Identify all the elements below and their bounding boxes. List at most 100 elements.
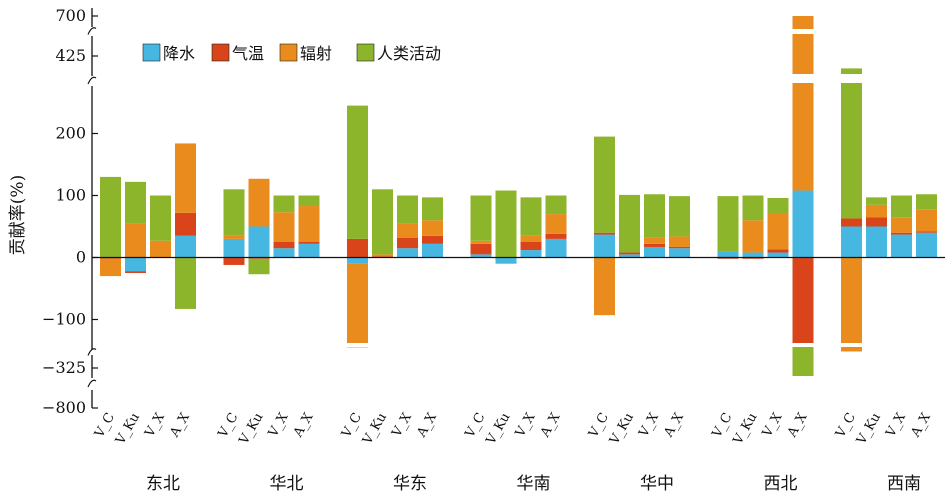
bar-segment-华中-V_C-辐射 [594,257,615,316]
x-category-label: A_X [537,410,563,441]
x-category-label: A_X [167,410,193,441]
x-category-label: V_X [636,410,662,441]
bar-segment-西南-V_C-气温 [841,218,862,227]
bar-segment-华北-V_X-辐射 [273,212,295,242]
bar-segment-东北-V_X-辐射 [150,240,171,258]
bar-segment-华中-A_X-人类活动 [669,196,690,237]
legend-label: 气温 [232,44,264,63]
legend-swatch [211,43,230,62]
x-category-label: V_Ku [730,411,760,449]
bar-segment-东北-V_Ku-辐射 [125,223,146,258]
bar-segment-西南-V_C-降水 [841,226,862,258]
bar-segment-东北-V_C-辐射 [100,258,121,277]
bar-segment-东北-V_C-人类活动 [100,176,121,258]
bar-segment-西南-V_Ku-辐射 [866,204,887,218]
bar-segment-西北-V_C-人类活动 [717,196,739,252]
bar-segment-西南-A_X-气温 [916,231,937,233]
bar-segment-西北-V_X-降水 [767,252,789,258]
bar-segment-东北-V_C-气温 [100,257,121,259]
bar-segment-西南-V_X-降水 [891,234,912,258]
bar-segment-西北-V_Ku-气温 [742,257,764,259]
bar-segment-东北-A_X-人类活动 [175,257,196,309]
x-group-label: 华南 [517,474,551,494]
bar-segment-东北-A_X-降水 [175,235,196,258]
bar-segment-西北-V_Ku-降水 [742,252,764,258]
break-gap-0 [93,29,946,34]
axis-break-mark-2 [87,348,97,356]
x-category-label: V_X [265,410,291,441]
legend-swatch [356,43,375,62]
bar-segment-华南-V_C-辐射 [470,240,492,244]
bar-segment-华东-V_C-人类活动 [347,105,368,239]
bar-segment-西北-A_X-辐射 [792,16,814,191]
break-gaps [93,29,946,387]
y-tick-label: −325 [42,358,86,377]
bar-segment-华南-V_X-气温 [520,242,542,251]
bar-segment-西北-V_C-气温 [717,257,739,259]
legend: 降水 气温 辐射 人类活动 [142,43,441,63]
bar-segment-华北-V_X-人类活动 [273,195,295,213]
y-tick-label: 200 [55,124,86,143]
bar-segment-华东-V_C-降水 [347,257,368,264]
bar-segment-西北-A_X-气温 [792,257,814,345]
y-tick-label: 425 [55,46,86,65]
bar-segment-西北-A_X-人类活动 [792,344,814,376]
x-category-label: A_X [908,410,934,441]
bar-segment-华中-V_X-气温 [644,243,665,247]
y-tick-label: −800 [42,398,86,417]
x-category-label: V_Ku [483,411,513,449]
bar-segment-华东-A_X-气温 [422,235,443,244]
x-group-label: 东北 [146,474,180,494]
bar-segment-华北-V_Ku-人类活动 [248,258,270,275]
bar-segment-华南-V_C-降水 [470,254,492,258]
bar-segment-华东-V_C-气温 [347,238,368,258]
x-category-label: V_X [883,410,909,441]
bar-segment-华东-V_C-辐射 [347,263,368,348]
bar-segment-华中-V_X-人类活动 [644,194,665,238]
break-gap-3 [93,380,946,387]
bar-segment-华东-V_X-辐射 [397,223,418,238]
bar-segment-华北-V_C-人类活动 [223,189,245,236]
bar-segment-华东-V_Ku-辐射 [372,254,393,257]
bar-segment-华中-A_X-辐射 [669,236,690,247]
bar-segment-华北-V_X-降水 [273,248,295,258]
x-category-label: V_X [389,410,415,441]
break-gap-1 [93,74,946,83]
bar-segment-华北-V_X-气温 [273,242,295,249]
bar-segment-西北-V_Ku-辐射 [742,220,764,253]
bar-segment-华南-V_X-人类活动 [520,197,542,236]
bar-segment-华中-V_X-辐射 [644,237,665,244]
bar-segment-华北-V_Ku-气温 [248,257,270,259]
axis-break-mark-0 [87,27,97,35]
x-category-label: A_X [290,410,316,441]
bar-segment-西北-V_X-辐射 [767,213,789,250]
bar-segment-西南-A_X-降水 [916,232,937,258]
bar-segment-西南-V_X-气温 [891,232,912,235]
bar-segment-华北-A_X-气温 [298,242,320,244]
bar-segment-华北-A_X-人类活动 [298,195,320,207]
bar-segment-华南-V_Ku-降水 [495,257,517,264]
bar-segment-西南-A_X-辐射 [916,209,937,232]
bar-segment-西南-V_Ku-气温 [866,217,887,227]
bar-segment-西北-V_X-气温 [767,249,789,253]
bar-segment-华北-V_C-气温 [223,257,245,265]
bar-segment-华中-V_X-降水 [644,246,665,258]
x-category-label: V_Ku [113,411,143,449]
axis-break-mark-3 [87,379,97,388]
bar-segment-西北-V_C-降水 [717,251,739,258]
x-category-label: V_X [142,410,168,441]
x-group-label: 西南 [887,474,921,494]
bar-segment-华东-V_X-人类活动 [397,195,418,224]
bar-segment-华南-A_X-辐射 [545,214,567,234]
bar-segment-东北-V_Ku-气温 [125,271,146,273]
bar-segment-华东-A_X-降水 [422,243,443,258]
bar-segment-华南-A_X-人类活动 [545,195,567,215]
bar-segment-西南-A_X-人类活动 [916,194,937,210]
x-group-label: 西北 [764,474,798,494]
x-category-label: V_Ku [360,411,390,449]
y-tick-label: −100 [42,310,86,329]
legend-swatch [279,43,298,62]
bar-segment-华中-A_X-气温 [669,246,690,249]
bar-segment-东北-A_X-气温 [175,212,196,236]
